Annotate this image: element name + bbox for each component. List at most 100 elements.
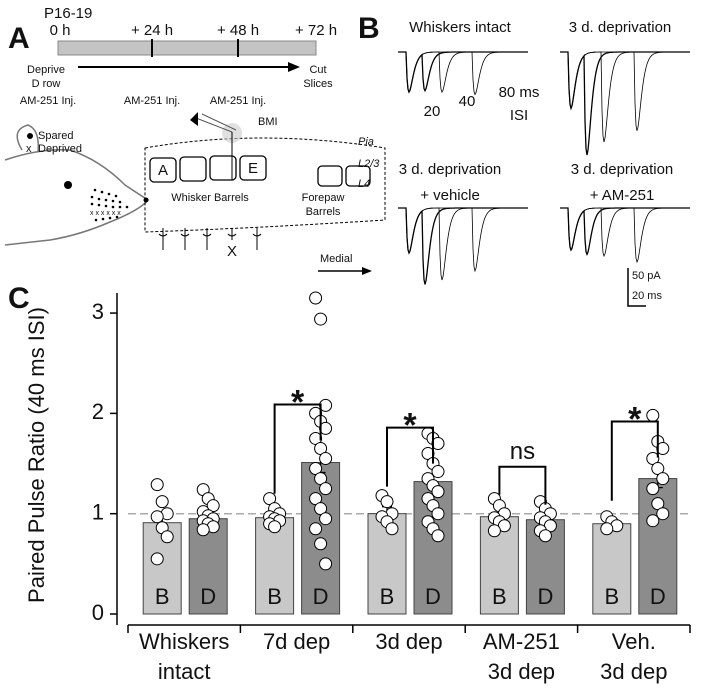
barrel-label: A [158,162,168,179]
panel-label: A [8,22,30,55]
series-letter: B [604,584,619,609]
whisker-icons [158,228,262,250]
current-trace [560,207,690,257]
x-tick-label: Veh. [612,629,656,654]
data-point [309,291,323,305]
data-point [431,529,445,543]
legend-x: x [26,143,32,155]
drug-label: BMI [258,116,278,128]
y-tick-label: 3 [92,299,104,324]
data-point [431,485,445,499]
whisker-pad: x x x x x x [90,188,129,222]
significance-bracket [610,420,659,501]
barrels [149,155,371,187]
layer-label: Pia [358,136,374,148]
barrel-title: Barrels [306,206,341,218]
barrel-label: E [248,160,258,177]
significance-label: * [403,407,417,445]
series-letter: D [537,584,553,609]
current-trace [398,51,528,96]
significance-bracket [273,403,322,494]
data-point [155,495,169,509]
significance-label: * [291,383,305,421]
data-point [314,312,328,326]
mouse-outline [4,148,150,246]
data-point [646,408,660,422]
traces [398,51,690,285]
x-tick-label: 7d dep [263,629,330,654]
data-point [385,522,399,536]
series-letter: D [425,584,441,609]
end-label: Slices [303,78,333,90]
y-tick-label: 0 [92,600,104,625]
current-trace [560,51,690,156]
arrow-head [288,62,300,72]
current-trace [398,207,528,285]
trace-title: 3 d. deprivation [569,19,672,36]
data-point [646,482,660,496]
y-tick-label: 2 [92,399,104,424]
series-letter: B [155,584,170,609]
data-point [160,530,174,544]
svg-text:x x x x x x: x x x x x x [90,210,121,217]
trace-title: + AM-251 [590,187,655,204]
scale-label: 20 ms [632,290,662,302]
significance-label: * [628,401,642,439]
data-point [150,510,164,524]
x-tick-label: AM-251 [483,629,560,654]
data-point [380,495,394,509]
x-tick-label: 3d dep [375,629,442,654]
data-point [646,514,660,528]
significance-bracket [386,426,434,487]
isi-label: 40 [459,93,476,110]
mouse-ear [16,124,40,153]
data-point [656,472,670,486]
pipette-tip [190,112,198,126]
data-point [150,552,164,566]
data-point [196,523,210,537]
x-tick-label: Whiskers [139,629,229,654]
current-trace [560,51,690,131]
data-point [309,522,323,536]
x-tick-label: 3d dep [600,659,667,684]
age: P16-19 [44,5,92,22]
bar [255,517,295,615]
series-letter: B [267,584,282,609]
current-trace [560,207,690,258]
data-point [314,537,328,551]
data-point [150,478,164,492]
isi-label: 20 [424,103,441,120]
pipette [195,113,237,133]
layer-label: L2/3 [358,158,380,170]
isi-label: 80 ms [499,84,540,101]
mouse-eye [64,181,72,189]
timeline-bar [57,40,317,56]
time-label: + 48 h [217,22,259,39]
time-label: + 72 h [295,22,337,39]
bar [592,523,632,615]
series-letter: B [380,584,395,609]
y-axis-title: Paired Pulse Ratio (40 ms ISI) [24,307,49,603]
series-letter: B [492,584,507,609]
deprived-mark: X [227,243,237,260]
data-point [431,507,445,521]
panel-label: B [358,12,380,45]
layer-label: L4 [358,178,370,190]
legend-label: Spared [38,130,73,142]
isi-label: ISI [510,107,528,124]
series-letter: D [313,584,329,609]
bar [188,518,228,615]
trace-title: Whiskers intact [409,19,512,36]
trace-title: 3 d. deprivation [399,161,502,178]
data-point [319,452,333,466]
data-point [600,522,614,536]
arrow-head [362,267,372,275]
start-label: D row [32,78,61,90]
current-trace [398,207,528,273]
current-trace [560,207,690,264]
legend-label: Deprived [38,143,82,155]
data-point [431,465,445,479]
data-point [656,507,670,521]
data-point [538,529,552,543]
mouse-nose [143,197,149,203]
